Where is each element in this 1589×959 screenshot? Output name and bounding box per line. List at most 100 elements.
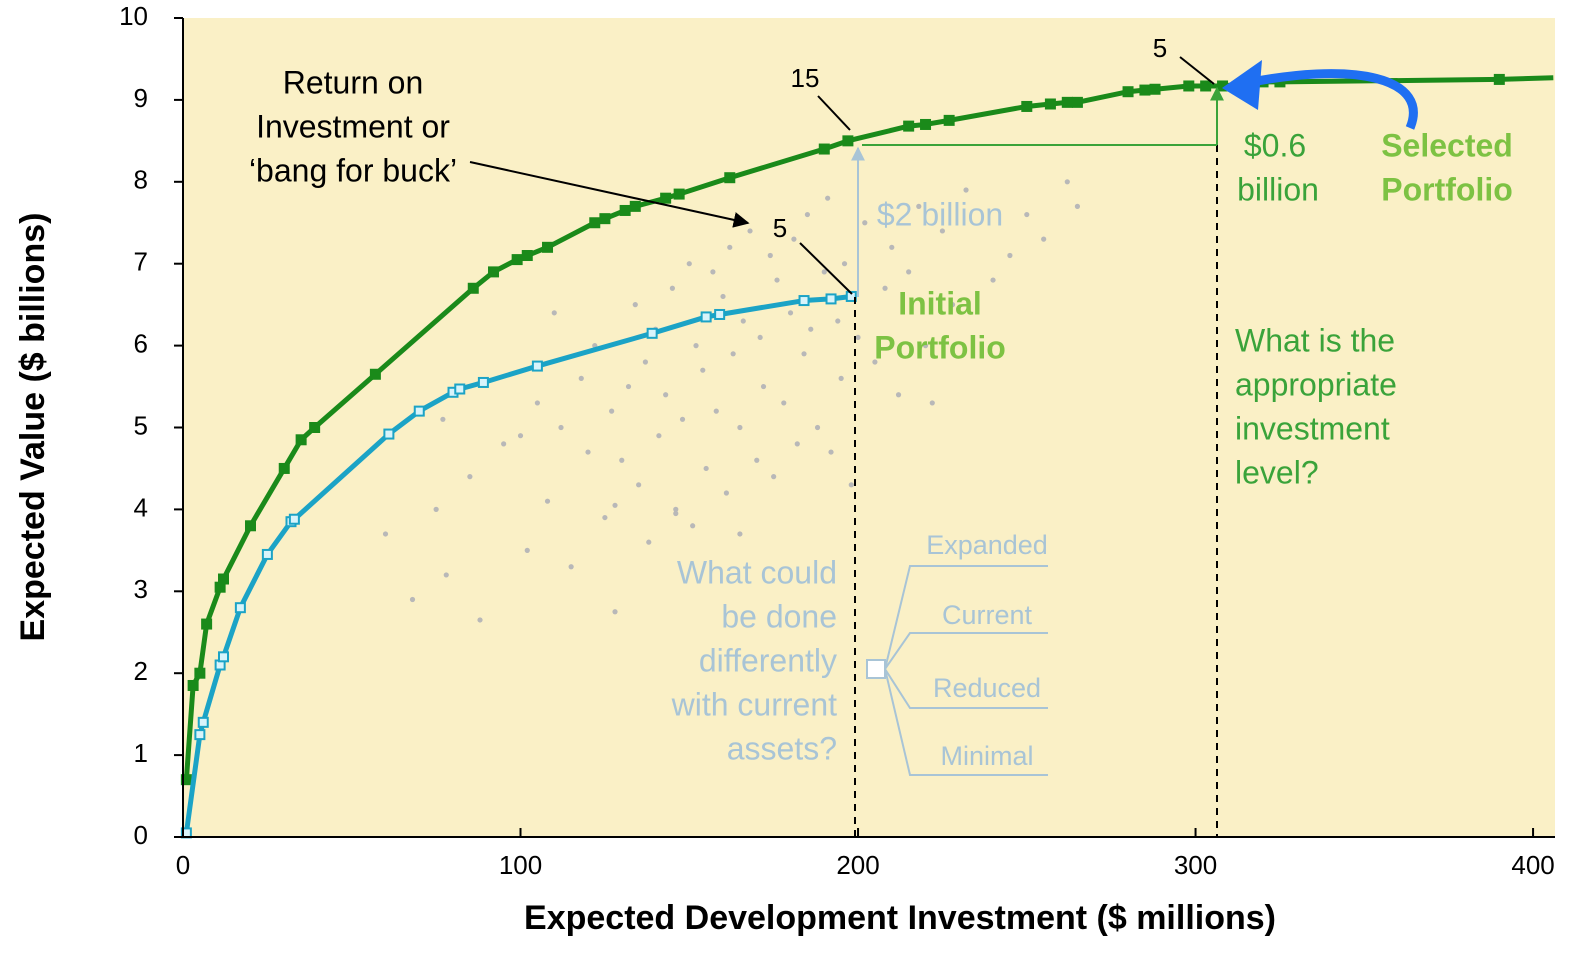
y-tick-label: 2	[134, 656, 148, 686]
series-marker	[180, 774, 192, 786]
scatter-point	[467, 474, 473, 480]
scatter-point	[409, 596, 416, 603]
series-marker	[245, 520, 257, 532]
scatter-point	[808, 326, 814, 332]
scatter-point	[713, 408, 719, 414]
series-marker	[278, 462, 290, 474]
scatter-point	[443, 572, 449, 578]
scatter-point	[1064, 179, 1070, 185]
scatter-point	[737, 424, 743, 431]
x-tick-label: 200	[836, 850, 879, 880]
annotation: $0.6	[1244, 127, 1306, 163]
scatter-point	[700, 367, 706, 373]
scatter-point	[771, 474, 777, 480]
y-tick-label: 0	[134, 820, 148, 850]
series-marker	[1122, 86, 1134, 98]
series-marker	[798, 295, 810, 307]
scatter-point	[922, 343, 929, 349]
option-label: Reduced	[933, 673, 1041, 703]
scatter-point	[669, 285, 675, 291]
scatter-point	[710, 269, 716, 275]
scatter-point	[1074, 203, 1081, 209]
series-marker	[488, 266, 500, 278]
series-marker	[660, 192, 672, 204]
scatter-point	[730, 351, 736, 357]
series-marker	[187, 679, 199, 691]
series-marker	[201, 618, 213, 630]
annotation: level?	[1235, 454, 1319, 490]
y-tick-label: 7	[134, 247, 148, 277]
x-tick-label: 0	[176, 850, 190, 880]
scatter-point	[949, 302, 956, 308]
series-marker	[673, 188, 685, 200]
selected-arrow	[1231, 69, 1418, 130]
annotation: Selected	[1381, 127, 1513, 163]
series-marker	[521, 250, 533, 262]
scatter-point	[835, 318, 841, 324]
series-marker	[197, 716, 209, 728]
scatter-point	[1041, 236, 1047, 242]
scatter-point	[963, 187, 969, 193]
series-marker	[1149, 83, 1161, 95]
scatter-point	[673, 506, 679, 512]
scatter-point	[895, 392, 902, 398]
series-marker	[1071, 96, 1083, 108]
series-marker	[629, 200, 641, 212]
scatter-point	[821, 269, 827, 275]
series-marker	[1200, 80, 1212, 92]
count-label: 5	[1153, 33, 1167, 63]
x-tick-label: 400	[1511, 850, 1554, 880]
annotation: be done	[721, 598, 837, 634]
roi-arrow	[469, 161, 750, 228]
series-marker	[234, 602, 246, 614]
series-marker	[511, 254, 523, 266]
scatter-point	[737, 531, 743, 537]
scatter-point	[787, 310, 794, 316]
annotation: investment	[1235, 410, 1390, 446]
scatter-point	[693, 343, 699, 349]
series-marker	[383, 428, 395, 440]
series-marker	[194, 667, 206, 679]
scatter-point	[534, 400, 540, 406]
series-marker	[714, 308, 726, 320]
scatter-point	[781, 400, 787, 406]
scatter-point	[990, 277, 996, 283]
annotation: billion	[1237, 171, 1319, 207]
y-tick-label: 3	[134, 574, 148, 604]
series-marker	[218, 651, 230, 663]
y-tick-label: 4	[134, 492, 148, 522]
scatter-point	[804, 211, 811, 218]
series-marker	[903, 120, 915, 132]
scatter-point	[1024, 211, 1030, 218]
series-marker	[1139, 84, 1151, 96]
scatter-point	[754, 457, 760, 463]
scatter-point	[612, 502, 618, 508]
scatter-point	[848, 482, 854, 488]
annotation: Investment or	[256, 108, 450, 144]
series-marker	[842, 135, 854, 147]
scatter-point	[477, 617, 483, 623]
scatter-point	[636, 482, 642, 488]
y-tick-label: 5	[134, 410, 148, 440]
series-marker	[818, 143, 830, 155]
series-marker	[1493, 73, 1505, 85]
annotation: differently	[699, 642, 837, 678]
x-tick-label: 300	[1174, 850, 1217, 880]
scatter-point	[760, 383, 767, 390]
scatter-point	[929, 400, 935, 406]
y-tick-label: 10	[119, 1, 148, 31]
scatter-point	[440, 416, 446, 422]
scatter-point	[625, 383, 632, 390]
scatter-point	[841, 261, 848, 267]
series-marker	[1021, 100, 1033, 112]
scatter-point	[663, 392, 669, 398]
count-label: 15	[791, 63, 820, 93]
scatter-point	[612, 609, 618, 615]
series-marker	[295, 434, 307, 446]
leader	[799, 242, 853, 295]
option-tree	[866, 565, 1048, 776]
leader	[817, 95, 851, 131]
scatter-point	[585, 449, 591, 455]
annotation: Return on	[283, 64, 424, 100]
series-marker	[194, 729, 206, 741]
